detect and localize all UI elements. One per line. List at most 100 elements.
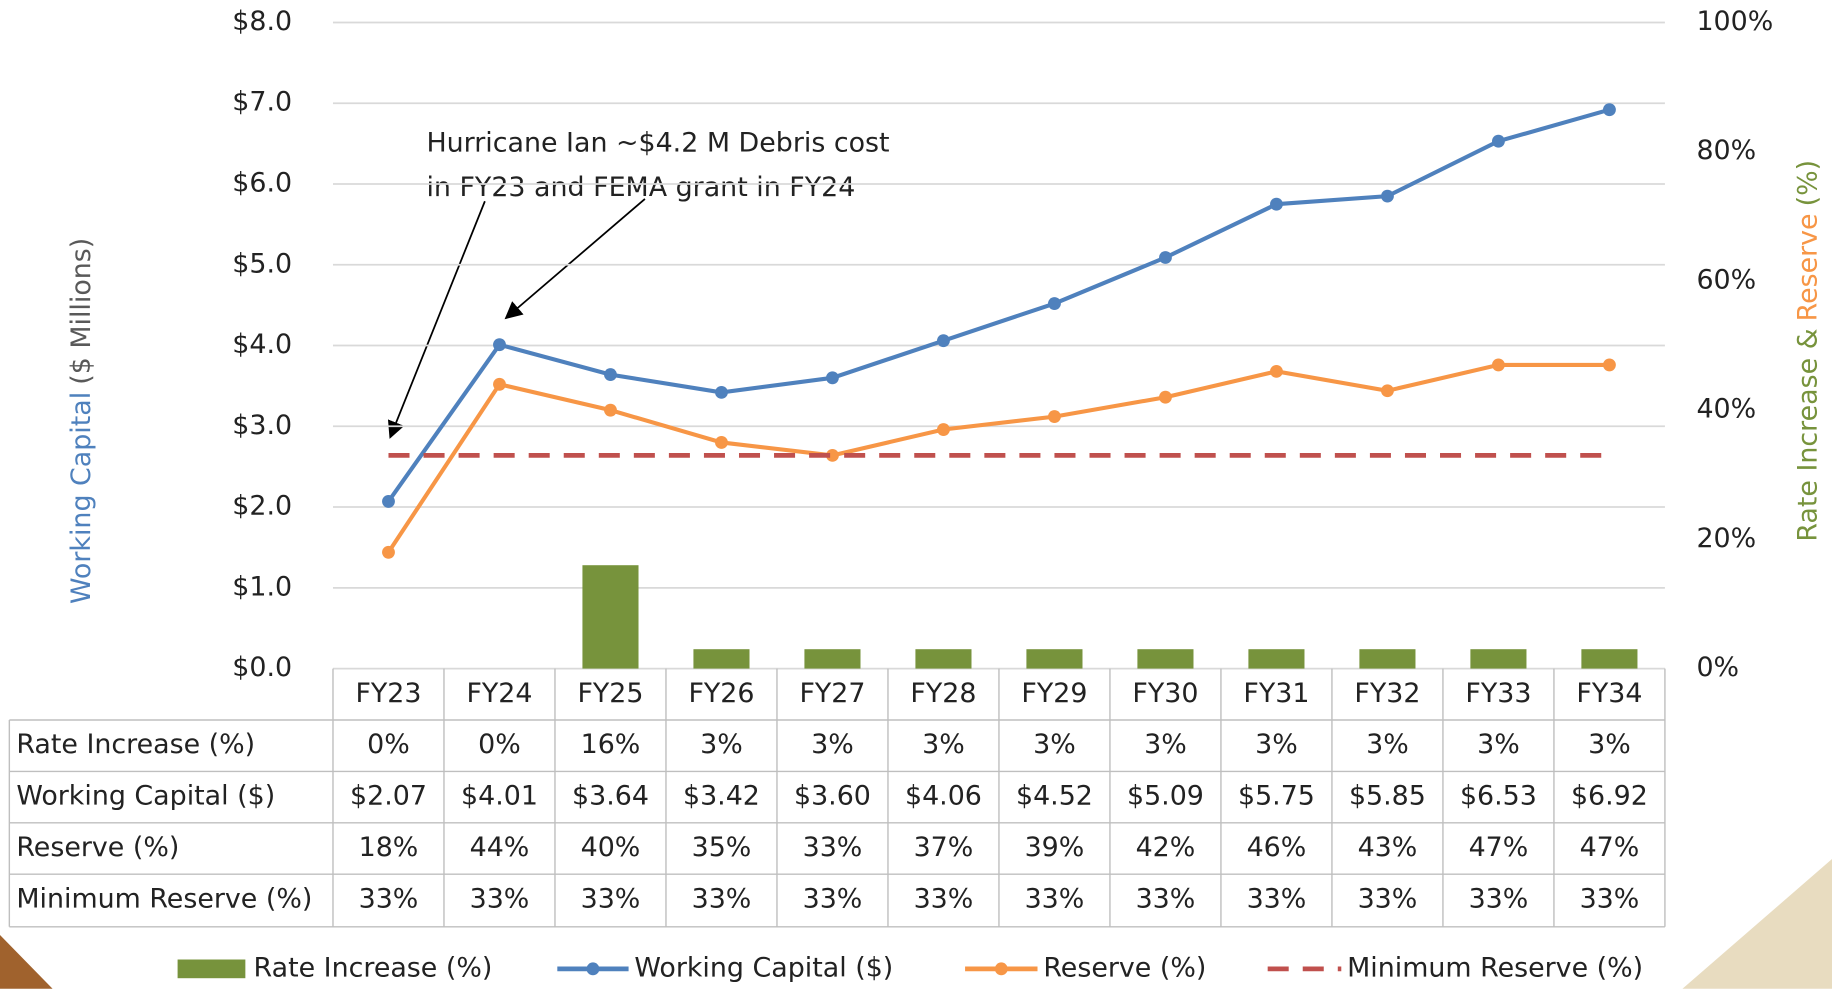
point [1381,384,1394,398]
y-tick-label: $8.0 [232,6,292,37]
y-tick-label: $1.0 [232,571,292,602]
table-cell: 47% [1469,832,1529,863]
y-tick-label: $4.0 [232,329,292,360]
table-cell: 0% [367,729,410,760]
table-cell: 33% [1136,883,1196,914]
x-tick-label: FY27 [799,678,865,709]
table-cell: 18% [359,832,419,863]
table-cell: 33% [359,883,419,914]
table-cell: 39% [1025,832,1085,863]
point [1492,134,1505,148]
table-cell: $4.01 [461,781,538,812]
table-cell: $3.42 [683,781,760,812]
x-tick-label: FY34 [1576,678,1642,709]
point [1048,297,1061,310]
table-row-label: Rate Increase (%) [16,729,255,760]
table-cell: 3% [1033,729,1076,760]
table-cell: $3.64 [572,781,649,812]
annotation-arrow [387,200,486,439]
table-cell: 33% [1580,883,1640,914]
point [493,377,506,391]
x-tick-label: FY24 [466,678,532,709]
table-cell: $4.52 [1016,781,1093,812]
table-cell: 0% [478,729,521,760]
table-cell: $6.53 [1460,781,1537,812]
legend-label: Working Capital ($) [634,952,893,983]
y2-tick-label: 0% [1696,652,1739,683]
point [1270,197,1283,211]
y2-tick-label: 20% [1696,523,1756,554]
legend-label: Minimum Reserve (%) [1347,952,1643,983]
table-cell: $5.75 [1238,781,1315,812]
x-tick-label: FY23 [355,678,421,709]
bar [1026,649,1083,669]
y-tick-label: $5.0 [232,248,292,279]
table-cell: 33% [803,883,863,914]
legend-label: Reserve (%) [1043,952,1206,983]
legend-swatch [994,962,1008,976]
table-cell: 35% [692,832,752,863]
line [386,362,1610,554]
point [604,403,617,417]
point [1381,189,1394,203]
annotation: Hurricane Ian ~$4.2 M Debris cost [426,127,889,158]
table-cell: 33% [581,883,641,914]
point [382,545,395,559]
bar [582,565,639,669]
annotation-arrow [504,198,646,320]
table-cell: 33% [1469,883,1529,914]
point [937,334,950,348]
table-cell: $3.60 [794,781,871,812]
decoration [1682,859,1832,989]
y2-axis-title: Rate Increase &Reserve(%) [1792,160,1823,542]
table-cell: 33% [1025,883,1085,914]
line [386,107,1610,503]
point [826,448,839,462]
point [382,494,395,508]
y2-tick-label: 40% [1696,394,1756,425]
bar [1359,649,1416,669]
y2-tick-label: 100% [1696,6,1773,37]
table-cell: 3% [922,729,965,760]
table-cell: 3% [1477,729,1520,760]
table-cell: 3% [1366,729,1409,760]
x-tick-label: FY31 [1243,678,1309,709]
point [1603,103,1616,117]
annotation: in FY23 and FEMA grant in FY24 [426,172,855,203]
bar [1470,649,1527,669]
table-cell: 37% [914,832,974,863]
bar [1248,649,1305,669]
point [1048,410,1061,424]
decoration [0,934,53,989]
y-tick-label: $7.0 [232,87,292,118]
x-tick-label: FY26 [688,678,754,709]
table-cell: $4.06 [905,781,982,812]
table-row-label: Minimum Reserve (%) [16,883,312,914]
table-cell: 33% [470,883,530,914]
x-tick-label: FY25 [577,678,643,709]
table-cell: 3% [700,729,743,760]
table-cell: 42% [1136,832,1196,863]
table-cell: 33% [1358,883,1418,914]
y-tick-label: $2.0 [232,491,292,522]
table-cell: 3% [1144,729,1187,760]
point [1270,364,1283,378]
y-tick-label: $6.0 [232,168,292,199]
legend-label: Rate Increase (%) [254,952,493,983]
table-cell: 44% [470,832,530,863]
y-axis-title: Working Capital($ Millions) [65,238,96,604]
table-cell: 40% [581,832,641,863]
y-tick-label: $3.0 [232,410,292,441]
x-tick-label: FY32 [1354,678,1420,709]
x-tick-label: FY30 [1132,678,1198,709]
y2-tick-label: 80% [1696,135,1756,166]
table-row-label: Reserve (%) [16,832,179,863]
point [493,338,506,352]
table-cell: 3% [1255,729,1298,760]
bar [804,649,861,669]
table-cell: 3% [1588,729,1631,760]
x-tick-label: FY29 [1021,678,1087,709]
table-cell: 33% [803,832,863,863]
table-cell: 43% [1358,832,1418,863]
table-cell: 3% [811,729,854,760]
